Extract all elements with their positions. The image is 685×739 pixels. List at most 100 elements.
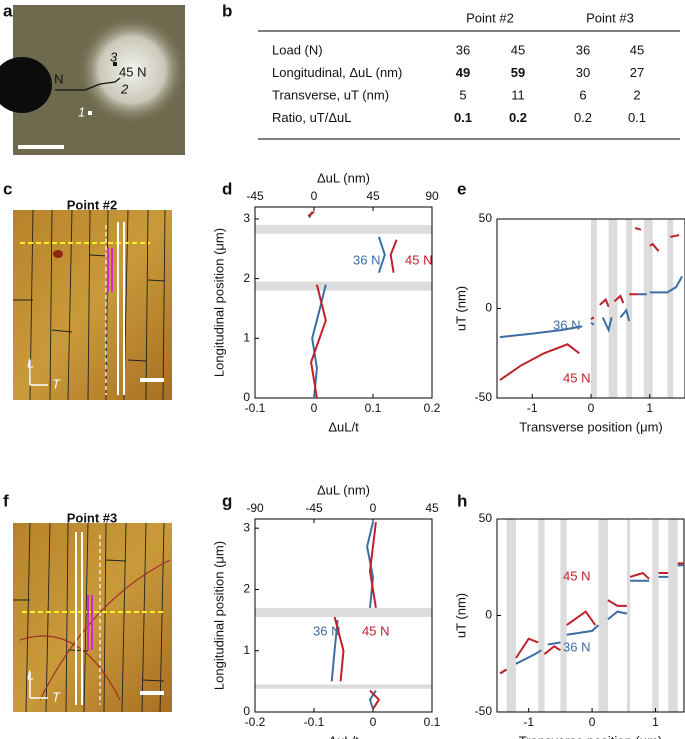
table-cell: 0.1 [454, 110, 472, 125]
x-tick-label: 1 [652, 715, 659, 729]
table: Point #2 Point #3 Load (N) 36 45 36 45 Longitud… [272, 10, 646, 125]
image-title: Point #3 [67, 510, 118, 525]
x-tick-label: 0.1 [365, 401, 382, 415]
data-line [307, 210, 398, 399]
x2-axis-label: ΔuL (nm) [317, 170, 370, 185]
panel-label: f [3, 491, 9, 510]
x-tick-label: 1 [646, 401, 653, 415]
y-tick-label: 2 [243, 271, 250, 285]
y-tick-label: -50 [475, 704, 493, 718]
y-tick-label: -50 [475, 390, 493, 404]
y-tick-label: 0 [485, 301, 492, 315]
shaded-band [255, 684, 432, 689]
shaded-band [626, 519, 631, 712]
y-tick-label: 3 [243, 211, 250, 225]
table-header: Point #2 [466, 10, 514, 25]
panel-label: d [222, 179, 232, 198]
shaded-band [255, 607, 432, 618]
image-label: 1 [78, 104, 85, 119]
row-label: Longitudinal, ΔuL (nm) [272, 65, 402, 80]
table-cell: 6 [579, 87, 586, 102]
x-tick-label: 0 [311, 401, 318, 415]
row-label: Load (N) [272, 42, 323, 57]
x-tick-label: -1 [527, 401, 538, 415]
y-tick-label: 2 [243, 582, 250, 596]
data-line [499, 562, 684, 675]
axes-frame [254, 518, 433, 713]
image-c [13, 209, 172, 401]
y-tick-label: 50 [479, 511, 493, 525]
x-tick-label: 0 [370, 715, 377, 729]
panel-label: b [222, 1, 232, 20]
x-tick-label: -0.1 [245, 401, 266, 415]
shaded-band [591, 219, 597, 398]
shaded-band [506, 519, 517, 712]
x2-tick-label: 90 [425, 189, 439, 203]
panel-label: a [3, 1, 13, 20]
shaded-band [255, 224, 432, 234]
image-label: 45 N [119, 64, 146, 79]
shaded-band [560, 519, 567, 712]
shaded-band [598, 519, 608, 712]
axis-letter: T [52, 689, 61, 704]
table-header: Point #3 [586, 10, 634, 25]
x-tick-label: 0.2 [424, 401, 441, 415]
axis-letter: L [27, 355, 34, 370]
series-label: 45 N [563, 370, 590, 385]
data-line [333, 521, 381, 710]
shaded-band [608, 219, 618, 398]
y-tick-label: 0 [243, 704, 250, 718]
shaded-band [667, 219, 674, 398]
data-line [308, 211, 386, 399]
panel-label: g [222, 491, 232, 510]
y-tick-label: 1 [243, 330, 250, 344]
table-cell: 36 [576, 42, 590, 57]
y-axis-label: Longitudinal position (μm) [211, 228, 226, 377]
shaded-band [668, 519, 678, 712]
shaded-band [626, 219, 633, 398]
image-label: 3 [110, 49, 118, 64]
table-cell: 45 [630, 42, 644, 57]
panel-label: e [457, 179, 466, 198]
y-axis-label: Longitudinal position (μm) [211, 541, 226, 690]
x2-tick-label: -90 [246, 501, 264, 515]
panel-label: h [457, 491, 467, 510]
image-a [0, 5, 187, 155]
y-tick-label: 3 [243, 520, 250, 534]
axis-letter: L [27, 667, 34, 682]
series-label: 45 N [362, 623, 389, 638]
shaded-band [643, 219, 653, 398]
axis-letter: T [52, 376, 61, 391]
series-label: 36 N [313, 623, 340, 638]
y-tick-label: 50 [479, 211, 493, 225]
image-label: 2 [120, 81, 129, 96]
image-f [13, 522, 172, 713]
series-label: 36 N [563, 639, 590, 654]
table-cell: 0.1 [628, 110, 646, 125]
x-axis-label: Transverse position (μm) [519, 419, 663, 434]
row-label: Transverse, uT (nm) [272, 87, 389, 102]
x-axis-label: Transverse position (μm) [519, 733, 663, 739]
row-label: Ratio, uT/ΔuL [272, 110, 352, 125]
plots: -0.1 0 0.1 0.2 -45 0 45 90 0 1 2 3 ΔuL/t ΔuL (nm) Long… [211, 170, 685, 739]
table-cell: 11 [511, 87, 525, 102]
table-cell: 59 [511, 65, 525, 80]
table-cell: 36 [456, 42, 470, 57]
x2-tick-label: 0 [370, 501, 377, 515]
series-label: 45 N [563, 568, 590, 583]
y-axis-label: uT (nm) [453, 593, 468, 638]
table-cell: 30 [576, 65, 590, 80]
x-axis-label: ΔuL/t [328, 419, 359, 434]
x2-tick-label: -45 [305, 501, 323, 515]
table-cell: 2 [633, 87, 640, 102]
series-label: 36 N [553, 317, 580, 332]
x2-tick-label: 45 [425, 501, 439, 515]
shaded-band [255, 281, 432, 291]
series-label: 36 N [353, 252, 380, 267]
x2-axis-label: ΔuL (nm) [317, 482, 370, 497]
x2-tick-label: 45 [366, 189, 380, 203]
x-tick-label: -0.1 [304, 715, 325, 729]
table-cell: 5 [459, 87, 466, 102]
y-tick-label: 1 [243, 643, 250, 657]
